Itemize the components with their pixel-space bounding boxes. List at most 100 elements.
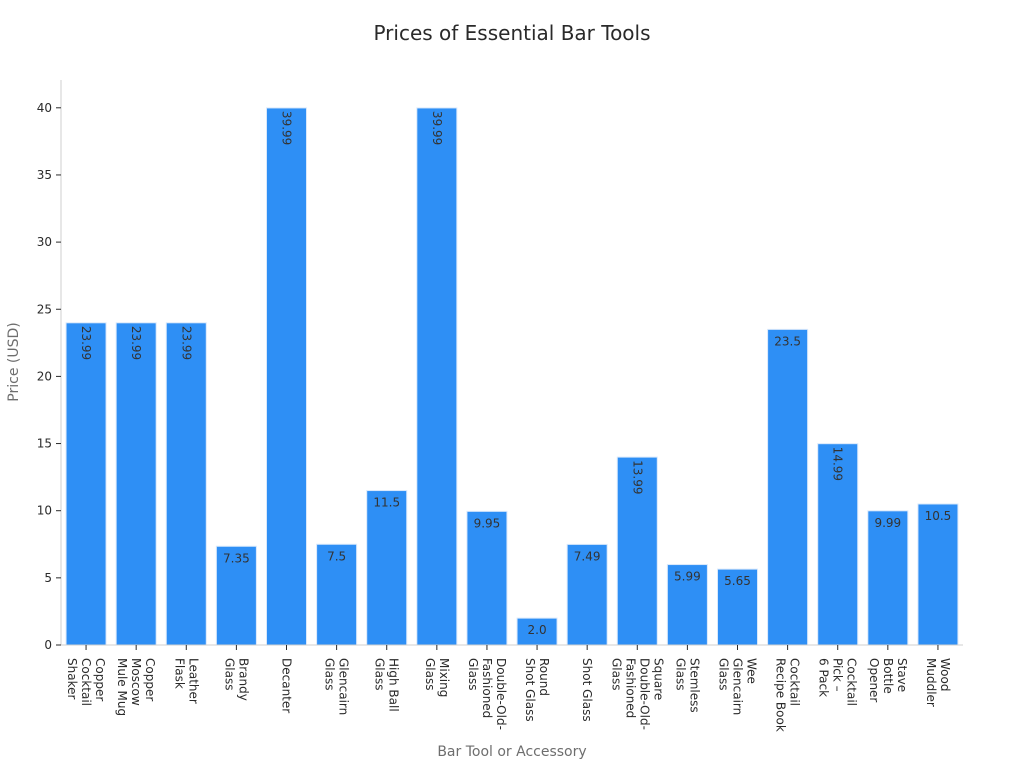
x-tick-label-line: Glass — [673, 658, 687, 691]
bar-data-label: 23.99 — [179, 326, 193, 360]
bar-data-label: 7.49 — [574, 549, 601, 563]
y-tick-label: 30 — [37, 235, 52, 249]
bar — [165, 322, 207, 646]
x-tick-label-line: Opener — [867, 658, 881, 702]
bar — [65, 322, 107, 646]
bar — [416, 107, 458, 646]
x-tick-label-line: High Ball — [387, 658, 401, 712]
bar-data-label: 9.95 — [474, 516, 501, 530]
y-tick-label: 5 — [44, 571, 52, 585]
x-tick-label-line: Mule Mug — [115, 658, 129, 716]
chart-title: Prices of Essential Bar Tools — [373, 21, 650, 45]
bar — [616, 456, 658, 646]
bar — [466, 510, 508, 646]
x-tick-label-line: Cocktail — [845, 658, 859, 706]
bar — [767, 328, 809, 646]
bar — [115, 322, 157, 646]
x-tick-label-line: Glass — [466, 658, 480, 691]
x-tick-label-line: Double-Old- — [494, 658, 508, 730]
x-tick-label-line: Flask — [172, 658, 186, 689]
x-tick-label-line: Glass — [423, 658, 437, 691]
bar-data-label: 39.99 — [430, 111, 444, 145]
bar — [266, 107, 307, 646]
y-tick-label: 15 — [37, 437, 52, 451]
bar-data-label: 7.35 — [223, 551, 250, 565]
bar-data-label: 11.5 — [373, 496, 400, 510]
bar — [366, 490, 408, 646]
x-tick-label-line: 6 Pack — [817, 658, 831, 697]
x-tick-label: Shot Glass — [580, 658, 594, 722]
bar — [215, 545, 257, 646]
x-tick-label-line: Decanter — [280, 658, 294, 713]
x-tick-label-line: Wood — [938, 658, 952, 691]
bar-data-label: 5.99 — [674, 570, 701, 584]
x-tick-label-line: Cocktail — [788, 658, 802, 706]
bars: 23.99 23.99 23.99 7.35 39.99 7.5 11.5 39.99 9.95… — [65, 107, 959, 646]
bar-data-label: 9.99 — [874, 516, 901, 530]
bar — [867, 510, 909, 646]
x-tick-label-line: Glass — [323, 658, 337, 691]
y-tick-label: 35 — [37, 168, 52, 182]
x-tick-label-line: Leather — [186, 658, 200, 704]
bar-data-label: 10.5 — [925, 509, 952, 523]
x-tick-label-line: Glass — [717, 658, 731, 691]
x-tick-label: Decanter — [280, 658, 294, 713]
x-tick-label-line: Glencairn — [337, 658, 351, 715]
y-tick-label: 10 — [37, 504, 52, 518]
x-tick-label-line: Square — [651, 658, 665, 700]
x-tick-label-line: Bottle — [881, 658, 895, 694]
x-tick-label-line: Mixing — [437, 658, 451, 697]
y-tick-label: 0 — [44, 638, 52, 652]
y-tick-label: 20 — [37, 369, 52, 383]
x-tick-label-line: Muddler — [924, 658, 938, 707]
x-tick-label-line: Round — [537, 658, 551, 696]
bar — [666, 564, 708, 646]
x-tick-label-line: Fashioned — [480, 658, 494, 718]
x-tick-label-line: Copper — [143, 658, 157, 701]
bar — [316, 543, 358, 646]
bar — [717, 568, 758, 646]
x-tick-label-line: Shot Glass — [523, 658, 537, 722]
x-tick-label-line: Shot Glass — [580, 658, 594, 722]
x-tick-label-line: Stemless — [687, 658, 701, 713]
bar-data-label: 39.99 — [280, 111, 294, 145]
bar-data-label: 23.99 — [129, 326, 143, 360]
bar-data-label: 2.0 — [528, 623, 547, 637]
x-tick-label-line: Shaker — [65, 658, 79, 699]
x-tick-label-line: Copper — [93, 658, 107, 701]
y-axis-label: Price (USD) — [6, 322, 22, 401]
x-tick-label-line: Fashioned — [623, 658, 637, 718]
y-tick-label: 40 — [37, 101, 52, 115]
bar — [817, 443, 859, 646]
bar-data-label: 14.99 — [831, 447, 845, 481]
x-tick-label-line: Double-Old- — [637, 658, 651, 730]
x-tick-label-line: Wee — [745, 658, 759, 684]
x-axis-label: Bar Tool or Accessory — [437, 744, 586, 760]
bar-data-label: 23.5 — [774, 334, 801, 348]
x-tick-label-line: Glencairn — [731, 658, 745, 715]
x-tick-label-line: Glass — [609, 658, 623, 691]
x-tick-label-line: Pick – — [831, 658, 845, 692]
y-axis: 0 5 10 15 20 25 30 35 40 — [37, 80, 62, 652]
x-tick-label-line: Cocktail — [79, 658, 93, 706]
x-tick-label-line: Stave — [895, 658, 909, 692]
bar-data-label: 7.5 — [327, 549, 346, 563]
